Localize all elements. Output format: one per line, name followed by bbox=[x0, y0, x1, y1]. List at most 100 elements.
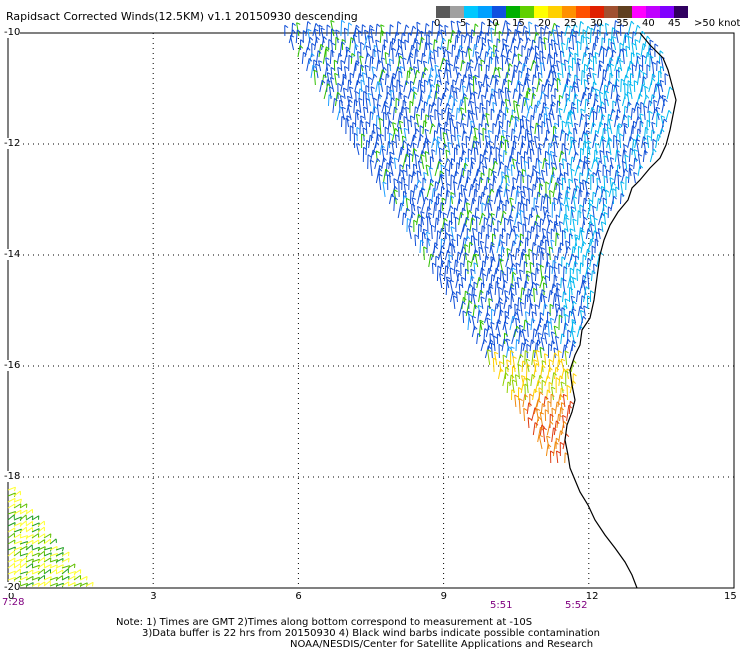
wind-barb-flag bbox=[474, 74, 479, 78]
wind-barb-flag bbox=[452, 29, 456, 34]
wind-barb bbox=[557, 350, 561, 366]
wind-barb bbox=[425, 206, 429, 219]
wind-barb bbox=[567, 109, 571, 121]
wind-barb bbox=[504, 99, 509, 114]
wind-barb-flag bbox=[546, 261, 551, 265]
wind-barb-flag bbox=[631, 20, 635, 25]
wind-barb bbox=[600, 113, 603, 128]
wind-barb-flag bbox=[517, 30, 522, 34]
wind-barb-flag bbox=[506, 315, 510, 320]
wind-barb-flag bbox=[448, 39, 453, 43]
wind-barb-flag bbox=[341, 19, 346, 24]
wind-barb-flag bbox=[565, 240, 570, 244]
wind-barb-flag bbox=[462, 123, 467, 126]
wind-barb-flag bbox=[479, 123, 483, 127]
wind-barb-flag bbox=[562, 278, 567, 282]
wind-barb-flag bbox=[525, 237, 530, 241]
wind-barb-flag bbox=[490, 339, 494, 343]
wind-barb-flag bbox=[561, 333, 566, 337]
wind-barb bbox=[532, 252, 535, 268]
wind-barb-flag bbox=[496, 321, 501, 325]
wind-barb bbox=[536, 339, 539, 352]
wind-barb-flag bbox=[569, 267, 574, 271]
wind-barb bbox=[426, 74, 431, 86]
wind-barb bbox=[450, 291, 454, 303]
wind-barb-flag bbox=[547, 196, 551, 200]
wind-barb-flag bbox=[596, 177, 601, 181]
wind-barb-flag bbox=[547, 321, 552, 324]
wind-barb-flag bbox=[582, 254, 587, 258]
wind-barb-flag bbox=[489, 199, 494, 202]
wind-barb bbox=[31, 528, 40, 533]
wind-barb-flag bbox=[559, 94, 563, 99]
y-tick-label: -12 bbox=[4, 138, 21, 149]
wind-barb-flag bbox=[471, 161, 475, 165]
wind-barb-flag bbox=[573, 85, 578, 88]
wind-barb-flag bbox=[574, 122, 579, 126]
wind-barb-flag bbox=[521, 251, 526, 256]
wind-barb-flag bbox=[571, 101, 576, 106]
wind-barb bbox=[494, 135, 497, 149]
wind-barb bbox=[540, 62, 543, 79]
wind-barb bbox=[37, 520, 45, 527]
wind-barb-flag bbox=[547, 375, 551, 380]
wind-barb bbox=[626, 91, 630, 107]
wind-barb bbox=[602, 48, 605, 65]
wind-barb bbox=[502, 273, 506, 289]
wind-barb-flag bbox=[398, 70, 403, 74]
wind-barb bbox=[13, 498, 22, 503]
wind-barb-flag bbox=[572, 106, 577, 110]
wind-barb bbox=[532, 221, 536, 233]
wind-barb bbox=[485, 76, 489, 93]
wind-barb-flag bbox=[511, 164, 515, 168]
wind-barb-flag bbox=[491, 274, 496, 278]
wind-barb-flag bbox=[437, 112, 442, 116]
wind-barb-flag bbox=[550, 150, 555, 154]
wind-barb-flag bbox=[520, 353, 524, 358]
wind-barb-flag bbox=[515, 262, 520, 266]
wind-barb bbox=[637, 154, 642, 170]
wind-barb bbox=[365, 45, 369, 58]
wind-barb-flag bbox=[478, 304, 483, 308]
wind-barb-flag bbox=[469, 76, 473, 81]
wind-barb-flag bbox=[490, 213, 495, 216]
wind-barb-flag bbox=[564, 213, 569, 218]
wind-barb-flag bbox=[499, 185, 503, 189]
wind-barb bbox=[425, 164, 429, 177]
wind-barb-flag bbox=[481, 37, 486, 41]
wind-barb-flag bbox=[495, 281, 500, 285]
wind-barb bbox=[430, 225, 433, 240]
wind-barb bbox=[541, 235, 544, 247]
wind-barb-flag bbox=[475, 106, 480, 109]
wind-barb-flag bbox=[403, 190, 408, 195]
wind-barb-flag bbox=[473, 75, 477, 79]
wind-barb-flag bbox=[633, 120, 637, 125]
wind-barb-flag bbox=[553, 372, 557, 376]
wind-barb-flag bbox=[453, 295, 458, 299]
wind-barb bbox=[436, 175, 442, 191]
wind-barb bbox=[409, 211, 413, 226]
color-swatch bbox=[562, 6, 576, 18]
wind-barb-flag bbox=[536, 408, 541, 411]
wind-barb-flag bbox=[659, 79, 665, 83]
wind-barb bbox=[501, 280, 505, 296]
wind-barb bbox=[537, 125, 540, 142]
wind-barb bbox=[509, 114, 513, 128]
wind-barb-flag bbox=[512, 146, 516, 150]
wind-barb-flag bbox=[499, 361, 504, 364]
wind-barb-flag bbox=[585, 86, 590, 91]
wind-barb bbox=[343, 49, 349, 65]
wind-barb-flag bbox=[412, 86, 417, 90]
wind-barb-flag bbox=[560, 358, 566, 362]
wind-barb-flag bbox=[314, 28, 319, 32]
wind-barb bbox=[356, 73, 360, 86]
wind-barb bbox=[475, 35, 479, 51]
wind-barb-flag bbox=[644, 149, 648, 154]
wind-barb-flag bbox=[521, 125, 525, 130]
wind-barb-flag bbox=[555, 335, 560, 339]
wind-barb bbox=[514, 394, 517, 408]
wind-barb bbox=[61, 565, 70, 569]
wind-barb bbox=[600, 204, 605, 219]
wind-barb-flag bbox=[459, 45, 464, 49]
wind-barb-flag bbox=[370, 86, 375, 89]
